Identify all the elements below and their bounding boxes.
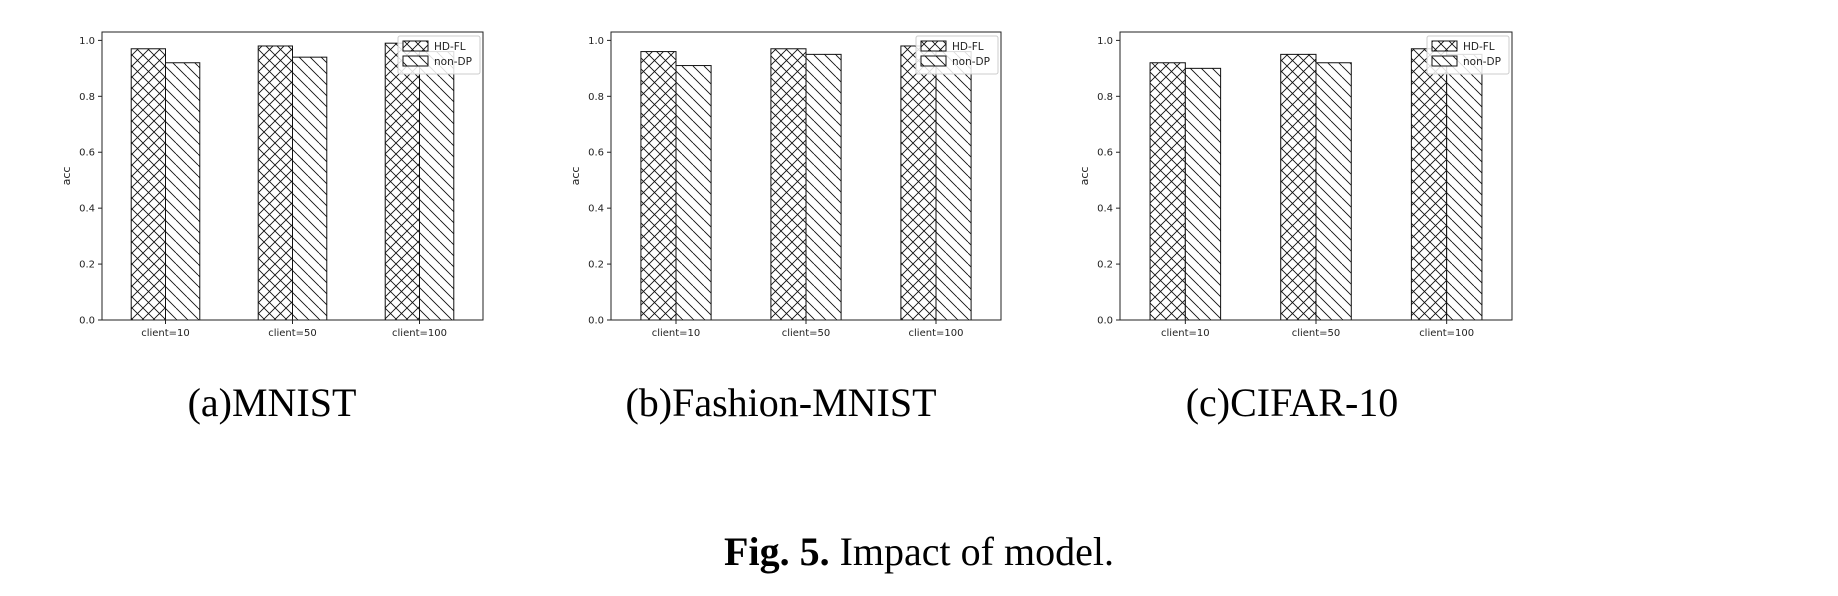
legend-label-non-dp: non-DP (1463, 56, 1501, 68)
bar-hd-fl-1 (1149, 62, 1186, 321)
y-axis-label: acc (1078, 167, 1091, 186)
bar-hd-fl-2 (1280, 53, 1317, 321)
bar-hd-fl-2 (257, 45, 293, 321)
legend-label-non-dp: non-DP (952, 56, 990, 68)
y-tick-label: 1.0 (79, 36, 95, 47)
legend-label-hd-fl: HD-FL (1463, 41, 1495, 53)
y-tick-label: 0.0 (1097, 316, 1113, 327)
y-tick-label: 0.8 (588, 92, 604, 103)
bar-non-dp-1 (165, 62, 201, 321)
chart-panel-3: client=10 client=50 client=100 0.0 0.2 0.4 0.6… (1078, 31, 1513, 425)
legend-label-non-dp: non-DP (434, 56, 472, 68)
legend-swatch-hd-fl (920, 40, 947, 52)
plot-frame (101, 31, 484, 321)
x-tick-label: client=100 (1419, 328, 1474, 339)
x-tick-label: client=50 (782, 328, 831, 339)
bar-non-dp-1 (675, 65, 712, 321)
y-tick-label: 0.4 (588, 204, 604, 215)
bar-non-dp-3 (1446, 53, 1483, 321)
y-axis-label: acc (60, 167, 73, 186)
y-tick-label: 0.0 (588, 316, 604, 327)
figure-caption: Fig. 5. Impact of model. (724, 529, 1114, 574)
y-tick-label: 0.0 (79, 316, 95, 327)
legend-label-hd-fl: HD-FL (434, 41, 466, 53)
chart-subtitle: (a)MNIST (188, 380, 357, 425)
bar-non-dp-3 (935, 51, 972, 321)
x-tick-label: client=10 (141, 328, 190, 339)
x-tick-label: client=10 (1161, 328, 1210, 339)
y-tick-label: 1.0 (1097, 36, 1113, 47)
y-tick-label: 1.0 (588, 36, 604, 47)
y-tick-label: 0.4 (1097, 204, 1113, 215)
bar-hd-fl-3 (900, 45, 937, 321)
plot-frame (1119, 31, 1513, 321)
bar-hd-fl-3 (384, 42, 420, 321)
chart-panel-1: client=10 client=50 client=100 0.0 0.2 0.4 0.6… (60, 31, 484, 425)
x-tick-label: client=100 (392, 328, 447, 339)
chart-subtitle: (b)Fashion-MNIST (625, 380, 936, 425)
y-tick-label: 0.6 (79, 148, 95, 159)
legend-swatch-non-dp (920, 55, 947, 67)
y-tick-label: 0.8 (1097, 92, 1113, 103)
y-tick-label: 0.6 (1097, 148, 1113, 159)
legend-label-hd-fl: HD-FL (952, 41, 984, 53)
bar-non-dp-3 (419, 51, 455, 321)
bar-non-dp-2 (292, 56, 328, 321)
bar-hd-fl-3 (1410, 48, 1448, 321)
bar-hd-fl-1 (640, 51, 677, 321)
legend-swatch-non-dp (1431, 55, 1458, 67)
y-tick-label: 0.2 (79, 260, 95, 271)
legend-swatch-non-dp (402, 55, 429, 67)
bar-non-dp-2 (1315, 62, 1352, 321)
x-tick-label: client=10 (652, 328, 701, 339)
y-tick-label: 0.8 (79, 92, 95, 103)
bar-non-dp-1 (1184, 67, 1222, 321)
legend-swatch-hd-fl (1431, 40, 1458, 52)
y-tick-label: 0.4 (79, 204, 95, 215)
caption-text: Impact of model. (830, 529, 1114, 574)
chart-panel-2: client=10 client=50 client=100 0.0 0.2 0.4 0.6… (569, 31, 1002, 425)
plot-frame (610, 31, 1002, 321)
bar-hd-fl-2 (770, 48, 807, 321)
x-tick-label: client=100 (909, 328, 964, 339)
y-tick-label: 0.2 (1097, 260, 1113, 271)
x-tick-label: client=50 (268, 328, 317, 339)
y-tick-label: 0.2 (588, 260, 604, 271)
bar-non-dp-2 (805, 53, 842, 321)
y-axis-label: acc (569, 167, 582, 186)
y-tick-label: 0.6 (588, 148, 604, 159)
legend-swatch-hd-fl (402, 40, 429, 52)
chart-subtitle: (c)CIFAR-10 (1186, 380, 1399, 425)
bar-hd-fl-1 (130, 48, 167, 321)
x-tick-label: client=50 (1292, 328, 1341, 339)
caption-prefix: Fig. 5. (724, 529, 830, 574)
